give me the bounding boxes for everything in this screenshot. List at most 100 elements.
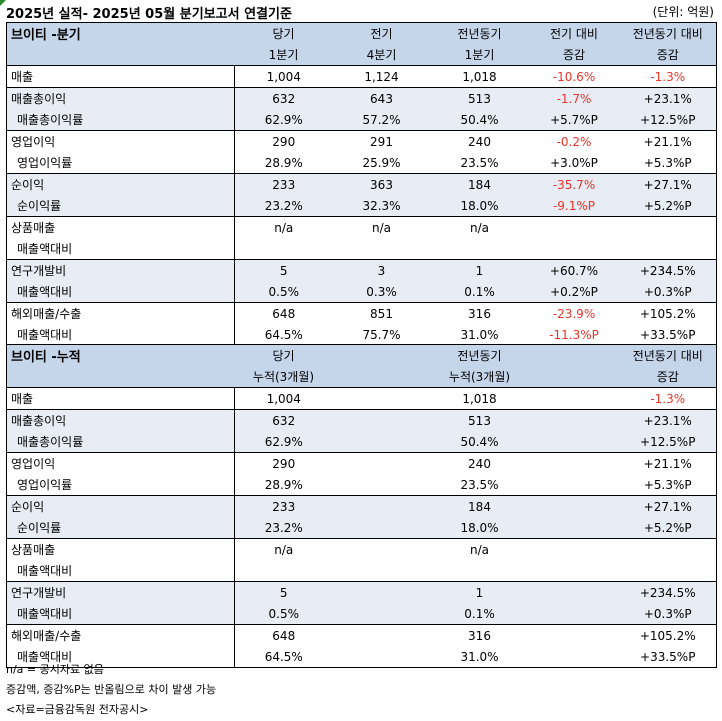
quarter-table: 브이티 -분기 당기 전기 전년동기 전기 대비 전년동기 대비 1분기 4분기… (6, 22, 717, 346)
table-cell: -11.3%P (549, 327, 599, 342)
table-cell: 240 (430, 452, 529, 474)
table-cell (620, 238, 717, 260)
table-cell: -9.1%P (528, 195, 620, 217)
table-cell: 1 (430, 581, 529, 603)
table-cell: 316 (430, 624, 529, 646)
table-cell: 3 (332, 259, 431, 281)
table-cell: 1,018 (430, 65, 529, 88)
table-cell: +105.2% (619, 302, 717, 324)
table-cell: 643 (332, 87, 431, 109)
table-cell: 5 (234, 581, 333, 603)
empty-cell (332, 452, 431, 474)
table-row: 매출액대비 (6, 238, 717, 260)
col-header: 당기 (234, 344, 333, 366)
table-cell: -10.6% (528, 65, 620, 88)
col-header: 전기 대비 (528, 22, 620, 44)
table-cell: +0.3%P (619, 281, 717, 303)
table-cell: 50.4% (430, 109, 529, 131)
table-cell: 23.2% (234, 195, 333, 217)
footnote-source: <자료=금융감독원 전자공시> (6, 703, 149, 716)
unit-label: (단위: 억원) (652, 5, 714, 19)
table-cell: 184 (430, 173, 529, 195)
col-subheader: 4분기 (332, 44, 431, 66)
quarter-header-row-1: 브이티 -분기 당기 전기 전년동기 전기 대비 전년동기 대비 (6, 22, 717, 44)
table-cell: 316 (430, 302, 529, 324)
table-cell: 648 (234, 302, 333, 324)
table-cell: +12.5%P (619, 109, 717, 131)
empty-cell (332, 495, 431, 517)
table-cell: +3.0%P (550, 155, 598, 170)
empty-cell (528, 538, 620, 560)
quarter-table-label: 브이티 -분기 (6, 22, 235, 44)
table-cell: 64.5% (264, 327, 303, 342)
table-row: 매출액대비 0.5% 0.3% 0.1% +0.2%P +0.3%P (6, 281, 717, 303)
table-row: 매출총이익 632 513 +23.1% (6, 409, 717, 431)
cumulative-header-row-1: 브이티 -누적 당기 전년동기 전년동기 대비 (6, 344, 717, 366)
report-title: 2025년 실적- 2025년 05월 분기보고서 연결기준 (6, 7, 292, 22)
table-row: 매출총이익률 62.9% 50.4% +12.5%P (6, 431, 717, 453)
row-label: 해외매출/수출 (6, 624, 235, 646)
table-row: 해외매출/수출 648 316 +105.2% (6, 624, 717, 646)
table-cell: 75.7% (362, 327, 401, 342)
table-cell (235, 560, 333, 582)
empty-cell (528, 517, 620, 539)
row-label: 순이익률 (6, 195, 235, 217)
empty-cell (332, 603, 431, 625)
empty-cell (333, 560, 431, 582)
table-cell (431, 238, 529, 260)
row-label: 영업이익 (6, 452, 235, 474)
table-cell: +5.3%P (643, 477, 692, 492)
row-label: 연구개발비 (6, 259, 235, 281)
table-cell: +5.3%P (643, 155, 692, 170)
col-header: 전년동기 (430, 344, 529, 366)
table-cell: 632 (234, 409, 333, 431)
col-subheader: 누적(3개월) (234, 366, 333, 388)
row-label: 매출액대비 (6, 324, 235, 346)
col-subheader: 1분기 (430, 44, 529, 66)
empty-cell (528, 603, 620, 625)
table-cell (529, 238, 620, 260)
table-cell: n/a (234, 538, 333, 560)
table-cell: 5 (234, 259, 333, 281)
col-header: 당기 (234, 22, 333, 44)
table-cell: 18.0% (430, 195, 529, 217)
col-header: 전기 (332, 22, 431, 44)
empty-cell (332, 409, 431, 431)
row-label: 영업이익률 (6, 474, 235, 496)
empty-cell (528, 495, 620, 517)
table-cell (528, 216, 620, 238)
table-cell: +60.7% (528, 259, 620, 281)
table-cell: 240 (430, 130, 529, 152)
quarter-header-row-2: 1분기 4분기 1분기 증감 증감 (6, 44, 717, 66)
empty-cell (529, 646, 620, 668)
row-label: 순이익 (6, 173, 235, 195)
cumulative-header-row-2: 누적(3개월) 누적(3개월) 증감 (6, 366, 717, 388)
col-header: 전년동기 대비 (619, 22, 717, 44)
table-cell: 1,004 (234, 65, 333, 88)
table-cell: 648 (234, 624, 333, 646)
cumulative-table-label: 브이티 -누적 (6, 344, 235, 366)
table-cell: n/a (234, 216, 333, 238)
table-cell: +5.2%P (619, 195, 717, 217)
table-cell: 1 (430, 259, 529, 281)
table-cell: 290 (234, 452, 333, 474)
empty-cell (528, 581, 620, 603)
table-cell (431, 560, 529, 582)
table-cell: 28.9% (264, 155, 303, 170)
table-cell: 23.5% (460, 477, 499, 492)
table-cell: 62.9% (234, 109, 333, 131)
table-cell: +27.1% (619, 495, 717, 517)
table-cell: 513 (430, 87, 529, 109)
cumulative-table: 브이티 -누적 당기 전년동기 전년동기 대비 누적(3개월) 누적(3개월) … (6, 344, 717, 668)
table-cell: +23.1% (619, 409, 717, 431)
table-cell: -0.2% (528, 130, 620, 152)
col-subheader: 증감 (528, 44, 620, 66)
table-row: 상품매출 n/a n/a (6, 538, 717, 560)
table-cell: 291 (332, 130, 431, 152)
table-cell: 0.3% (332, 281, 431, 303)
table-row: 영업이익률 28.9% 23.5% +5.3%P (6, 474, 717, 496)
row-label: 영업이익률 (6, 152, 235, 174)
col-header: 전년동기 대비 (619, 344, 717, 366)
table-cell: 851 (332, 302, 431, 324)
empty-cell (332, 581, 431, 603)
